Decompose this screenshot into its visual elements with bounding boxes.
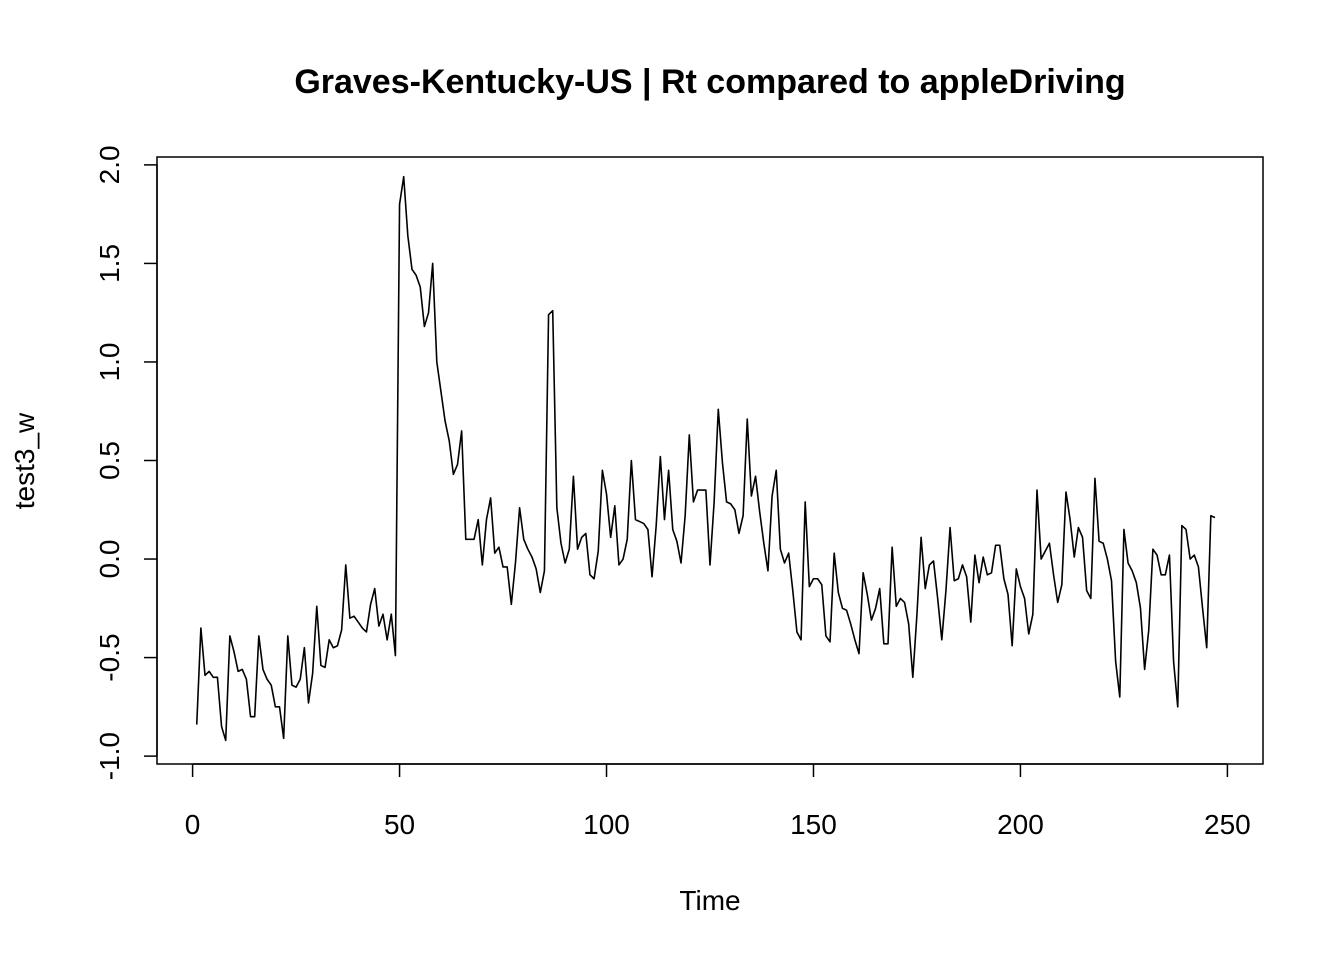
x-tick-label: 50 — [384, 809, 415, 840]
y-axis-label: test3_w — [9, 412, 40, 509]
chart-title: Graves-Kentucky-US | Rt compared to appl… — [294, 63, 1125, 101]
y-tick-label: 0.5 — [94, 441, 125, 480]
y-tick-label: 1.0 — [94, 342, 125, 381]
series-line — [195, 175, 1216, 742]
y-tick-label: 1.5 — [94, 244, 125, 283]
x-tick-label: 200 — [997, 809, 1044, 840]
x-axis: 0 50 100 150 200 250 — [185, 763, 1251, 840]
plot-frame — [156, 156, 1264, 765]
x-tick-label: 100 — [583, 809, 630, 840]
y-axis: -1.0 -0.5 0.0 0.5 1.0 1.5 2.0 — [94, 145, 158, 780]
plot-area — [195, 175, 1216, 742]
y-tick-label: -1.0 — [94, 732, 125, 780]
x-tick-label: 0 — [185, 809, 201, 840]
x-tick-label: 250 — [1204, 809, 1251, 840]
x-axis-label: Time — [679, 885, 740, 916]
y-tick-label: 0.0 — [94, 540, 125, 579]
y-tick-label: 2.0 — [94, 145, 125, 184]
x-tick-label: 150 — [790, 809, 837, 840]
y-tick-label: -0.5 — [94, 633, 125, 681]
